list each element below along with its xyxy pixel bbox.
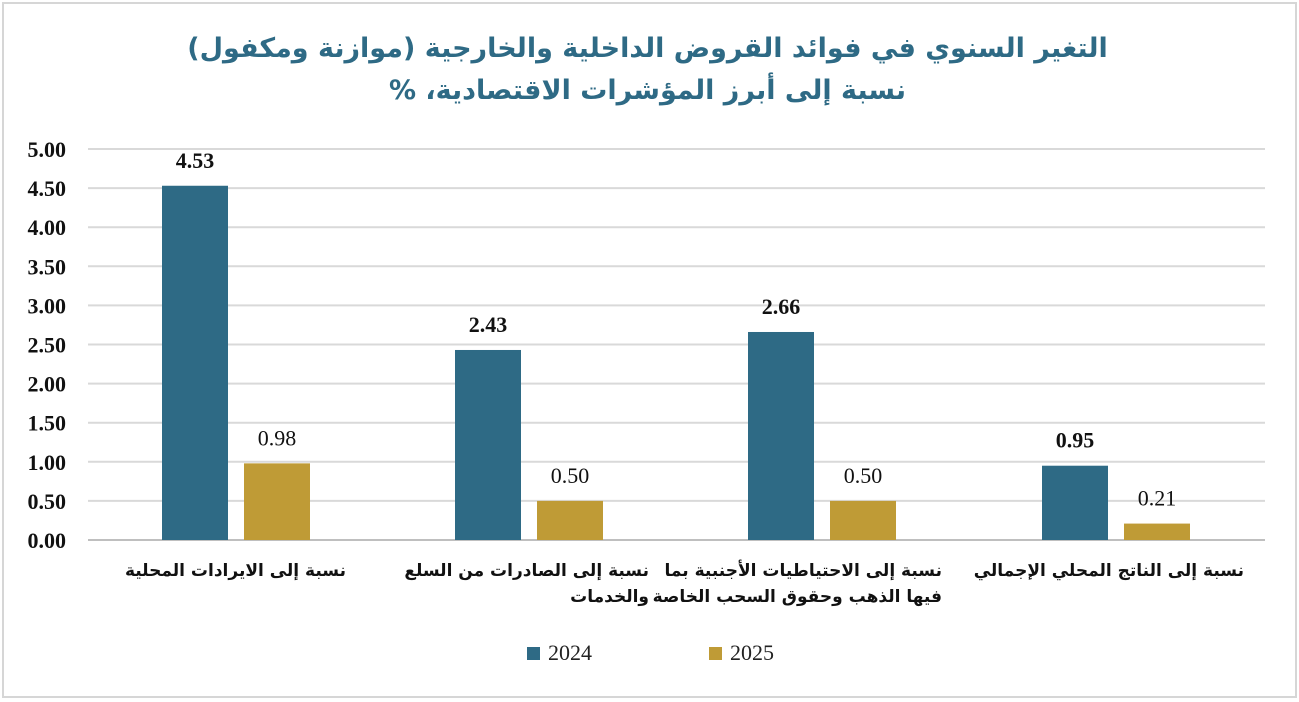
- chart-title-line1: التغير السنوي في فوائد القروض الداخلية و…: [187, 33, 1108, 64]
- y-tick-label: 3.50: [28, 254, 67, 279]
- data-label-2024: 2.66: [762, 294, 801, 319]
- bar-2024: [1042, 465, 1108, 540]
- data-label-2025: 0.50: [551, 463, 590, 488]
- legend-swatch-2024: [527, 646, 540, 660]
- x-category-label: نسبة إلى الايرادات المحلية: [125, 561, 346, 581]
- bar-2024: [162, 185, 228, 540]
- y-tick-label: 0.50: [28, 489, 67, 514]
- y-tick-label: 2.50: [28, 333, 67, 358]
- legend-label-2024: 2024: [548, 640, 592, 665]
- bar-2025: [537, 500, 603, 540]
- legend-label-2025: 2025: [730, 640, 774, 665]
- x-category-label: فيها الذهب وحقوق السحب الخاصة: [653, 587, 942, 607]
- y-tick-label: 4.00: [28, 215, 67, 240]
- bar-2025: [830, 500, 896, 540]
- y-tick-label: 0.00: [28, 528, 67, 553]
- x-category-label: نسبة إلى الاحتياطيات الأجنبية بما: [665, 560, 942, 581]
- y-tick-label: 4.50: [28, 176, 67, 201]
- y-tick-label: 2.00: [28, 372, 67, 397]
- y-tick-label: 3.00: [28, 293, 67, 318]
- data-label-2024: 2.43: [469, 312, 508, 337]
- x-category-label: والخدمات: [570, 587, 649, 607]
- data-label-2024: 0.95: [1056, 428, 1095, 453]
- legend: 2024 2025: [0, 640, 1299, 670]
- x-category-label: نسبة إلى الصادرات من السلع: [404, 561, 649, 581]
- legend-swatch-2025: [709, 646, 722, 660]
- y-tick-label: 1.50: [28, 411, 67, 436]
- data-label-2025: 0.98: [258, 425, 297, 450]
- y-tick-label: 1.00: [28, 450, 67, 475]
- bar-2024: [748, 331, 814, 540]
- data-label-2024: 4.53: [176, 148, 215, 173]
- legend-item-2024: 2024: [527, 640, 592, 666]
- x-category-label: نسبة إلى الناتج المحلي الإجمالي: [974, 561, 1244, 581]
- legend-item-2025: 2025: [709, 640, 774, 666]
- bar-2025: [1124, 523, 1190, 540]
- y-tick-label: 5.00: [28, 137, 67, 162]
- data-label-2025: 0.21: [1138, 486, 1177, 511]
- data-label-2025: 0.50: [844, 463, 883, 488]
- chart-title: التغير السنوي في فوائد القروض الداخلية و…: [0, 28, 1295, 112]
- bar-2024: [455, 349, 521, 540]
- bar-2025: [244, 463, 310, 540]
- chart-title-line2: نسبة إلى أبرز المؤشرات الاقتصادية، %: [388, 75, 907, 106]
